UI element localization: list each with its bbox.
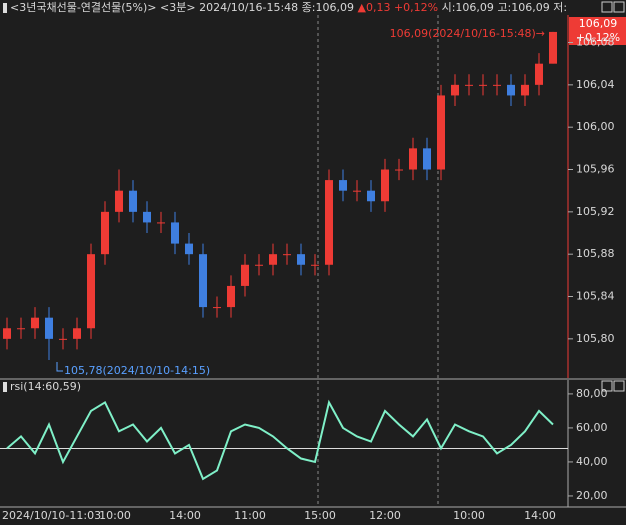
candle-body (185, 243, 193, 255)
y-tick-label: 106,00 (576, 120, 615, 133)
header-change-pct: +0,12% (394, 1, 438, 14)
y-tick-label: 105,80 (576, 332, 615, 345)
candle-body (395, 169, 403, 171)
candle-body (73, 328, 81, 339)
candle-body (255, 264, 263, 266)
candle-body (409, 148, 417, 170)
candle-body (479, 84, 487, 86)
candle-body (451, 84, 459, 96)
candle-body (115, 190, 123, 212)
candle-body (367, 190, 375, 202)
x-tick-label: 15:00 (304, 509, 336, 522)
rsi-title: rsi(14:60,59) (10, 380, 81, 393)
y-tick-label: 106,08 (576, 36, 615, 49)
candle-body (227, 285, 235, 308)
candle-body (549, 31, 557, 64)
header-instrument: <3년국채선물-연결선물(5%)> (10, 1, 157, 14)
candle-body (241, 264, 249, 286)
x-tick-label: 12:00 (369, 509, 401, 522)
candle-body (101, 211, 109, 255)
candle-body (465, 84, 473, 86)
header-high: 고:106,09 (497, 1, 549, 14)
last-price-box (569, 17, 626, 45)
x-tick-label: 2024/10/10-11:03 (2, 509, 101, 522)
candle-body (437, 95, 445, 170)
y-tick-label: 80,00 (576, 387, 608, 400)
y-tick-label: 105,96 (576, 163, 615, 176)
candle-body (157, 222, 165, 224)
header-interval: <3분> (160, 1, 196, 14)
header-change: ▲0,13 (357, 1, 390, 14)
candle-body (423, 148, 431, 170)
header: <3년국채선물-연결선물(5%)> <3분> 2024/10/16-15:48 … (10, 1, 567, 14)
header-datetime: 2024/10/16-15:48 (199, 1, 298, 14)
candle-body (213, 307, 221, 309)
candle-body (297, 254, 305, 265)
candle-body (45, 317, 53, 339)
candle-body (3, 328, 11, 339)
header-close: 종:106,09 (302, 1, 354, 14)
last-price: 106,09 (579, 17, 618, 30)
header-icon (3, 3, 7, 13)
y-tick-label: 40,00 (576, 455, 608, 468)
candle-body (353, 190, 361, 192)
candle-body (143, 211, 151, 223)
candle-body (535, 63, 543, 85)
rsi-icon (3, 382, 7, 392)
close-button[interactable] (613, 380, 625, 392)
y-tick-label: 105,88 (576, 247, 615, 260)
high-note: 106,09(2024/10/16-15:48)→ (390, 27, 545, 40)
maximize-button[interactable] (601, 1, 613, 13)
last-change: +0,12% (576, 31, 620, 44)
y-tick-label: 105,84 (576, 290, 615, 303)
maximize-button[interactable] (601, 380, 613, 392)
header-open: 시:106,09 (442, 1, 494, 14)
x-tick-label: 10:00 (453, 509, 485, 522)
low-note-marker (56, 362, 63, 372)
candle-body (87, 254, 95, 329)
rsi-line (6, 399, 554, 481)
candle-body (199, 254, 207, 308)
low-note: 105,78(2024/10/10-14:15) (64, 364, 210, 377)
candle-body (283, 254, 291, 256)
candle-body (31, 317, 39, 329)
y-tick-label: 105,92 (576, 205, 615, 218)
candle-body (311, 264, 319, 266)
candle-body (59, 338, 67, 340)
candle-body (325, 180, 333, 265)
y-tick-label: 20,00 (576, 489, 608, 502)
candle-body (507, 84, 515, 96)
candle-body (269, 254, 277, 265)
candle-body (381, 169, 389, 202)
y-tick-label: 106,04 (576, 78, 615, 91)
candle-body (493, 84, 501, 86)
x-tick-label: 10:00 (99, 509, 131, 522)
close-button[interactable] (613, 1, 625, 13)
candle-body (171, 222, 179, 244)
x-tick-label: 14:00 (169, 509, 201, 522)
candle-body (17, 328, 25, 330)
x-tick-label: 14:00 (524, 509, 556, 522)
x-tick-label: 11:00 (234, 509, 266, 522)
header-low: 저: (553, 1, 567, 14)
candle-body (129, 190, 137, 212)
candle-body (339, 180, 347, 191)
y-tick-label: 60,00 (576, 421, 608, 434)
candle-body (521, 84, 529, 96)
